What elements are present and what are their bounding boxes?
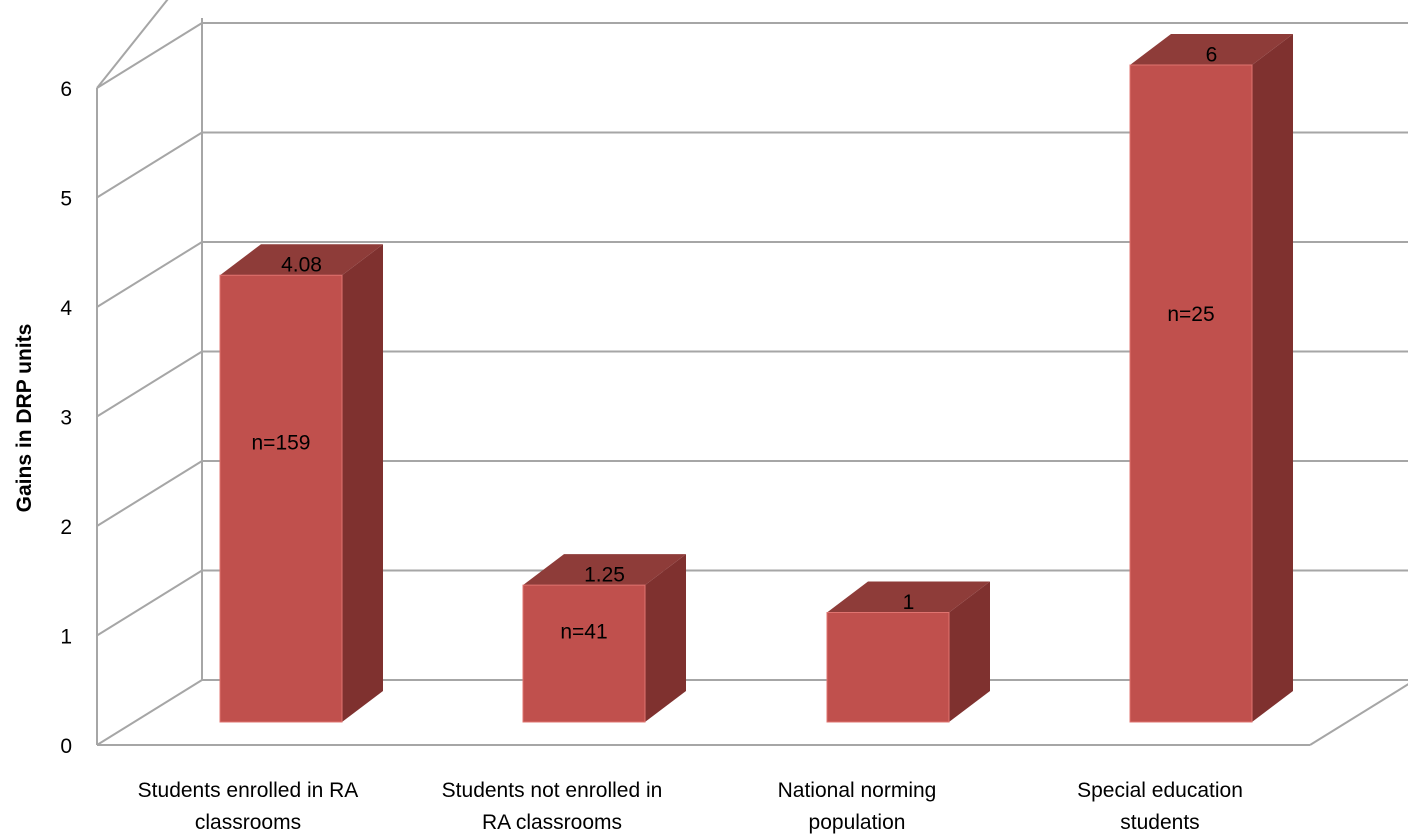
y-tick-label: 3 bbox=[60, 407, 72, 430]
bar-front bbox=[522, 584, 646, 723]
value-label: 6 bbox=[1206, 44, 1218, 67]
x-axis: Students enrolled in RA classroomsStudent… bbox=[138, 779, 1243, 834]
sample-size-label: n=159 bbox=[252, 431, 311, 454]
x-tick-label-line: Students not enrolled in bbox=[442, 779, 663, 802]
bar bbox=[219, 244, 383, 723]
value-label: 1 bbox=[903, 591, 915, 614]
y-axis-title: Gains in DRP units bbox=[13, 324, 36, 513]
value-label: 1.25 bbox=[584, 564, 625, 587]
x-tick-label: Special education students bbox=[1077, 779, 1243, 834]
bar bbox=[826, 581, 990, 723]
bars bbox=[219, 34, 1293, 723]
bar-side bbox=[342, 244, 383, 723]
x-tick-label-line: RA classrooms bbox=[482, 811, 622, 834]
gridline-side bbox=[96, 350, 203, 418]
x-tick-label-line: population bbox=[809, 811, 906, 834]
y-tick-label: 4 bbox=[60, 297, 72, 320]
bar bbox=[522, 554, 686, 723]
x-tick-label-line: Students enrolled in RA bbox=[138, 779, 359, 802]
x-tick-label-line: classrooms bbox=[195, 811, 301, 834]
bar-side bbox=[645, 554, 686, 722]
sample-size-label: n=41 bbox=[560, 621, 607, 644]
bar-side bbox=[1252, 34, 1293, 722]
y-tick-label: 6 bbox=[60, 78, 72, 101]
y-tick-label: 5 bbox=[60, 188, 72, 211]
floor-right-edge bbox=[1309, 683, 1408, 746]
y-tick-label: 1 bbox=[60, 626, 72, 649]
gridline-side bbox=[96, 679, 203, 746]
bar-front bbox=[1129, 64, 1253, 723]
value-label: 4.08 bbox=[281, 254, 322, 277]
y-tick-label: 0 bbox=[60, 735, 72, 758]
bar bbox=[1129, 34, 1293, 723]
x-tick-label-line: National norming bbox=[778, 779, 937, 802]
y-tick-label: 2 bbox=[60, 516, 72, 539]
x-tick-label: Students enrolled in RA classrooms bbox=[138, 779, 359, 834]
gridline-side bbox=[96, 22, 203, 89]
bar-front bbox=[826, 612, 950, 723]
data-labels: 4.08 n=159 1.25 n=41 1 6 n=25 bbox=[252, 44, 1218, 644]
x-tick-label: National norming population bbox=[778, 779, 937, 834]
bar-top bbox=[827, 581, 990, 613]
gridline-side bbox=[96, 241, 203, 308]
bar-front bbox=[219, 274, 343, 723]
gridline-side bbox=[96, 131, 203, 199]
gridline-side bbox=[96, 569, 203, 637]
bar-top bbox=[1130, 34, 1293, 65]
bar-top bbox=[523, 554, 686, 586]
x-tick-label: Students not enrolled in RA classrooms bbox=[442, 779, 663, 834]
bar-top bbox=[220, 244, 383, 276]
sample-size-label: n=25 bbox=[1167, 303, 1214, 326]
y-axis: 0 1 2 3 4 5 6 bbox=[60, 78, 72, 758]
gridline-side bbox=[96, 0, 169, 89]
gridline-side bbox=[96, 460, 203, 527]
x-tick-label-line: students bbox=[1120, 811, 1199, 834]
bar-side bbox=[949, 581, 990, 722]
x-tick-label-line: Special education bbox=[1077, 779, 1243, 802]
